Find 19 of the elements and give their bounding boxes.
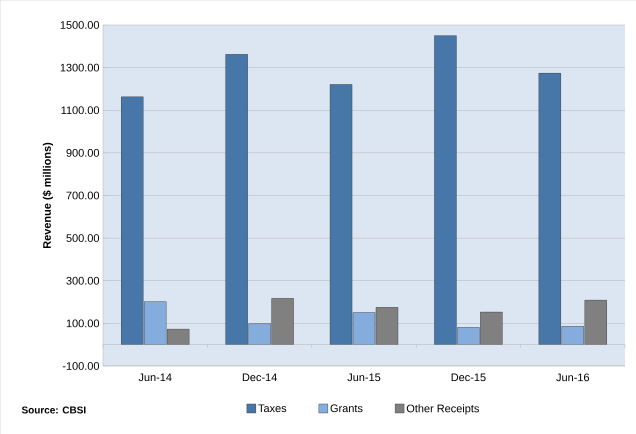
x-tick-label: Jun-14 — [138, 374, 172, 382]
y-tick-label: -100.00 — [62, 362, 100, 370]
x-tick-label: Jun-16 — [556, 374, 590, 382]
x-tick-label: Jun-15 — [347, 374, 380, 382]
legend-label: Other Receipts — [406, 404, 479, 414]
y-tick-label: 300.00 — [66, 276, 100, 285]
y-tick-label: 900.00 — [66, 148, 100, 157]
y-tick-label: 100.00 — [66, 319, 100, 328]
y-tick-label: 1500.00 — [60, 21, 100, 29]
y-tick-label: 700.00 — [66, 192, 100, 200]
source-note: Source: CBSI — [22, 406, 86, 414]
x-tick-label: Dec-15 — [452, 374, 486, 382]
y-tick-label: 500.00 — [66, 234, 100, 242]
legend-label: Grants — [330, 404, 363, 412]
y-tick-label: 1300.00 — [60, 64, 100, 72]
y-axis-title: Revenue ($ millions) — [42, 142, 54, 248]
x-tick-label: Dec-14 — [242, 374, 277, 382]
legend-label: Taxes — [258, 404, 286, 412]
y-tick-label: 1100.00 — [62, 106, 100, 114]
